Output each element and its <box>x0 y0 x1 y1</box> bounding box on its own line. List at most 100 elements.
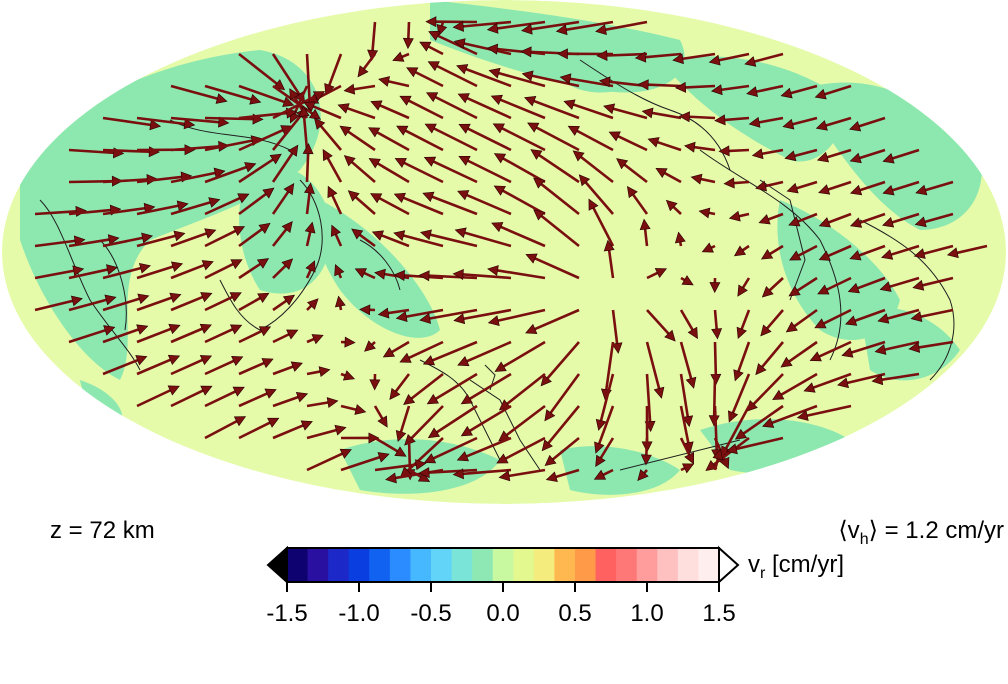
velocity-arrow <box>713 437 730 470</box>
velocity-arrow <box>850 180 886 196</box>
velocity-arrow <box>170 260 214 280</box>
velocity-arrow <box>913 244 954 259</box>
unit-symbol: v <box>748 551 760 578</box>
velocity-arrow <box>406 67 444 88</box>
velocity-arrow <box>373 405 388 428</box>
velocity-arrow <box>578 174 614 215</box>
velocity-arrow <box>814 84 852 100</box>
velocity-anomaly-patch <box>20 50 321 380</box>
colorbar-under-triangle <box>266 545 288 585</box>
velocity-arrow <box>298 105 310 151</box>
velocity-arrow <box>419 229 478 248</box>
colorbar-cell <box>348 548 370 582</box>
velocity-arrow <box>487 308 546 326</box>
velocity-arrow <box>818 180 852 195</box>
velocity-arrow <box>322 148 343 183</box>
velocity-arrow <box>796 404 852 421</box>
velocity-arrow <box>680 463 695 474</box>
velocity-arrow <box>788 276 818 297</box>
velocity-arrow <box>343 83 376 95</box>
velocity-anomaly-patch <box>316 200 440 338</box>
velocity-arrow <box>408 468 431 482</box>
velocity-arrow <box>371 230 410 248</box>
velocity-arrow <box>616 158 648 184</box>
velocity-arrow <box>645 341 665 399</box>
horizontal-velocity-arrows <box>34 16 988 484</box>
velocity-arrow <box>877 308 920 324</box>
colorbar-cell <box>431 548 452 582</box>
velocity-arrow <box>271 183 295 215</box>
velocity-arrow <box>751 148 784 160</box>
velocity-arrow <box>815 116 852 131</box>
velocity-arrow <box>456 436 512 462</box>
velocity-arrow <box>533 177 580 216</box>
colorbar-over-triangle <box>718 545 740 585</box>
velocity-arrow <box>521 70 580 88</box>
velocity-arrow <box>453 308 512 325</box>
colorbar-cell <box>636 548 658 582</box>
velocity-arrow <box>272 420 313 440</box>
velocity-arrow <box>789 244 818 261</box>
velocity-arrow <box>402 21 414 50</box>
velocity-arrow <box>306 366 331 377</box>
velocity-arrow <box>337 103 376 120</box>
velocity-arrow <box>454 227 512 248</box>
velocity-arrow <box>603 103 648 120</box>
velocity-arrow <box>340 336 356 348</box>
velocity-arrow <box>655 167 682 184</box>
velocity-arrow <box>334 263 345 279</box>
velocity-arrow <box>647 137 682 152</box>
velocity-arrow <box>760 244 784 260</box>
velocity-arrow <box>368 127 410 152</box>
velocity-arrow <box>102 232 154 248</box>
velocity-arrow <box>541 405 581 452</box>
velocity-arrow <box>728 210 750 222</box>
velocity-arrow <box>238 258 270 280</box>
velocity-arrow <box>490 94 546 120</box>
velocity-arrow <box>910 308 954 322</box>
velocity-arrow <box>204 356 244 376</box>
colorbar-tick-label: -1.0 <box>338 600 380 627</box>
velocity-arrow <box>136 385 180 408</box>
velocity-arrow <box>456 64 512 88</box>
unit-subscript: r <box>760 564 766 582</box>
velocity-anomaly-patch <box>660 56 841 162</box>
colorbar-cell <box>410 548 432 582</box>
velocity-arrow <box>102 262 152 280</box>
velocity-arrow <box>837 372 886 389</box>
velocity-arrow <box>496 436 546 464</box>
velocity-arrow <box>849 244 886 261</box>
velocity-arrow <box>458 123 512 152</box>
velocity-arrow <box>102 324 149 344</box>
velocity-arrow <box>596 50 648 61</box>
velocity-arrow <box>785 308 818 333</box>
velocity-arrow <box>457 93 512 120</box>
velocity-arrow <box>170 385 213 408</box>
velocity-arrow <box>457 190 512 216</box>
colorbar-cell <box>328 548 350 582</box>
velocity-arrow <box>701 242 716 253</box>
velocity-arrow <box>912 276 954 291</box>
velocity-arrow <box>882 148 920 164</box>
velocity-arrow <box>458 155 512 184</box>
velocity-arrow <box>803 372 852 393</box>
velocity-arrow <box>723 177 750 189</box>
velocity-arrow <box>304 182 315 215</box>
velocity-arrow <box>389 373 411 400</box>
velocity-arrow <box>755 180 784 192</box>
velocity-arrow <box>306 424 347 440</box>
velocity-arrow <box>728 373 751 423</box>
velocity-arrow <box>780 84 818 99</box>
velocity-arrow <box>393 230 444 248</box>
colorbar-cell <box>451 548 473 582</box>
velocity-arrow <box>136 261 184 280</box>
velocity-arrow <box>305 260 316 279</box>
velocity-arrow <box>392 51 410 62</box>
velocity-arrow <box>374 436 407 457</box>
velocity-arrow <box>306 334 324 345</box>
velocity-arrow <box>641 107 682 120</box>
velocity-arrow <box>760 309 784 337</box>
velocity-arrow <box>588 198 615 247</box>
velocity-arrow <box>772 372 818 400</box>
velocity-arrow <box>527 122 580 152</box>
